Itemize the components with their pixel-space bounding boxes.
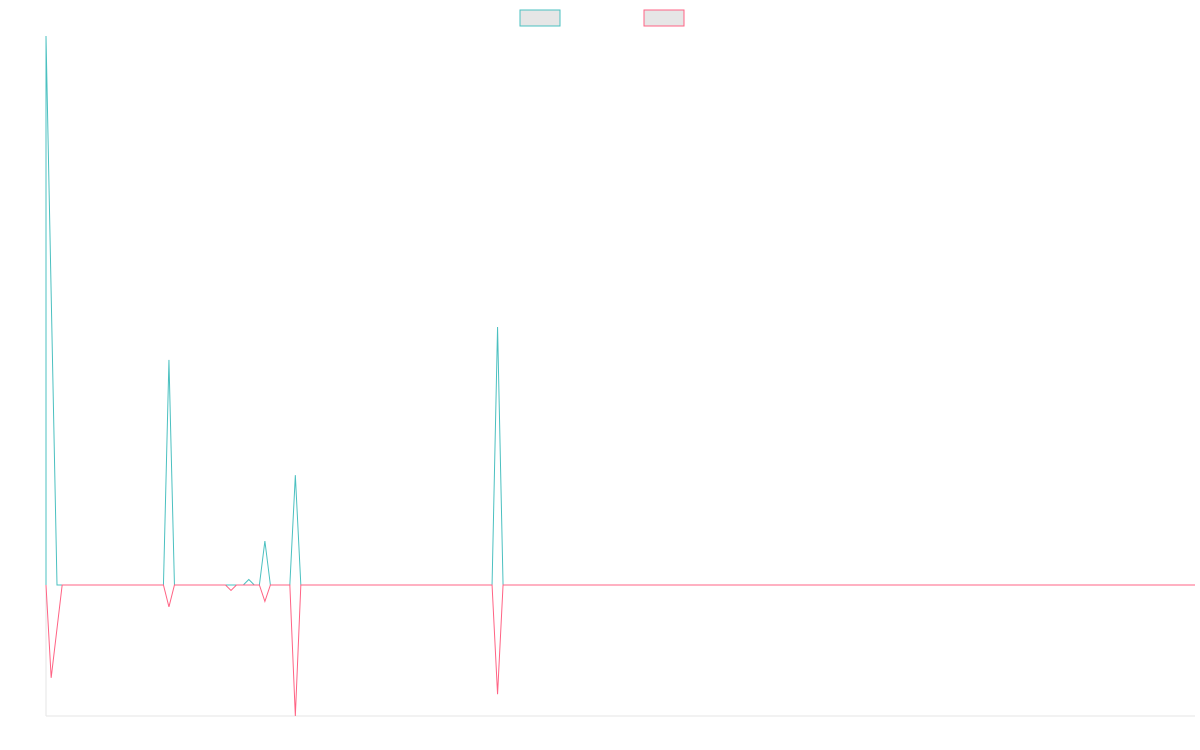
series-1-point-3[interactable]: [246, 577, 252, 583]
series-1-point-5[interactable]: [292, 472, 298, 478]
series-layer: [43, 33, 1195, 719]
axes: [45, 36, 1195, 717]
series-2-point-1[interactable]: [48, 675, 54, 681]
series-1-point-2[interactable]: [166, 357, 172, 363]
series-1-point-4[interactable]: [262, 538, 268, 544]
legend-swatch-2[interactable]: [643, 9, 685, 27]
series-2-line: [45, 584, 1195, 717]
series-1-point-6[interactable]: [495, 324, 501, 330]
series-2-point-3[interactable]: [228, 587, 234, 593]
series-2-point-4[interactable]: [262, 598, 268, 604]
series-2-point-6[interactable]: [495, 691, 501, 697]
series-1-line: [45, 35, 1195, 586]
series-2-point-5[interactable]: [292, 713, 298, 719]
legend-swatch-1[interactable]: [519, 9, 561, 27]
series-1-point-1[interactable]: [43, 33, 49, 39]
legend[interactable]: [519, 9, 685, 27]
series-2-point-2[interactable]: [166, 604, 172, 610]
